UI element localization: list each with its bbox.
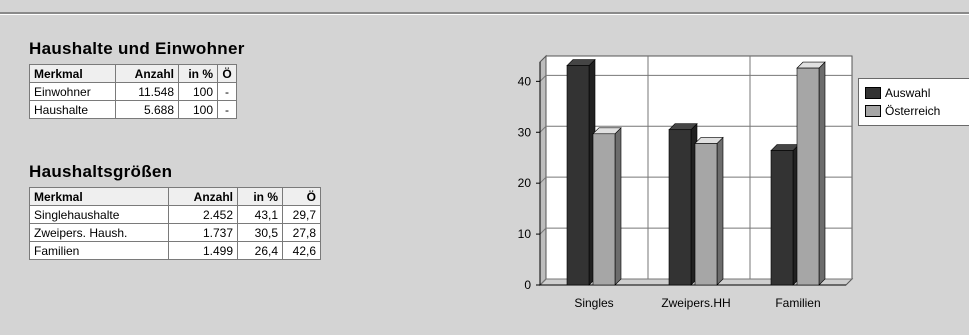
households-title: Haushalte und Einwohner [29, 39, 245, 58]
col-merkmal: Merkmal [29, 187, 169, 206]
cell-percent: 30,5 [237, 223, 283, 242]
table-row: Familien 1.499 26,4 42,6 [29, 241, 321, 260]
bar [796, 67, 820, 286]
cell-anzahl: 1.737 [168, 223, 238, 242]
bar-side [716, 136, 724, 286]
sizes-table: Merkmal Anzahl in % Ö Singlehaushalte 2.… [29, 187, 321, 260]
cell-oe: - [217, 82, 237, 101]
cell-oe: - [217, 100, 237, 119]
bar [668, 129, 692, 286]
cell-percent: 26,4 [237, 241, 283, 260]
x-tick-label: Zweipers.HH [661, 296, 730, 310]
cell-oe: 42,6 [282, 241, 321, 260]
plot-side-wall [539, 54, 547, 287]
x-tick-label: Singles [574, 296, 613, 310]
cell-merkmal: Haushalte [29, 100, 116, 119]
table-row: Singlehaushalte 2.452 43,1 29,7 [29, 205, 321, 224]
cell-oe: 29,7 [282, 205, 321, 224]
bar [592, 133, 616, 286]
cell-merkmal: Singlehaushalte [29, 205, 169, 224]
bar [566, 65, 590, 286]
household-size-chart: 0 10 20 30 40 Singles Zweipers.HH Familien [495, 40, 969, 330]
col-oe: Ö [217, 64, 237, 83]
gridline-diagonal [539, 176, 547, 184]
legend-swatch [865, 87, 881, 99]
col-anzahl: Anzahl [168, 187, 238, 206]
gridline-diagonal [539, 278, 547, 286]
y-tick-label: 0 [524, 278, 531, 292]
top-separator [0, 12, 969, 15]
bar [770, 150, 794, 286]
cell-anzahl: 1.499 [168, 241, 238, 260]
table-row: Zweipers. Haush. 1.737 30,5 27,8 [29, 223, 321, 242]
cell-percent: 100 [178, 100, 218, 119]
gridline-diagonal [539, 125, 547, 133]
cell-percent: 100 [178, 82, 218, 101]
cell-merkmal: Familien [29, 241, 169, 260]
gridline-diagonal [539, 227, 547, 235]
y-tick-label: 10 [518, 227, 532, 241]
bar-side [614, 127, 622, 286]
col-percent: in % [237, 187, 283, 206]
col-merkmal: Merkmal [29, 64, 116, 83]
col-percent: in % [178, 64, 218, 83]
bar-side [818, 61, 826, 286]
gridline-diagonal [539, 74, 547, 82]
table-row: Haushalte 5.688 100 - [29, 100, 237, 119]
legend-swatch [865, 105, 881, 117]
cell-anzahl: 2.452 [168, 205, 238, 224]
chart-legend: Auswahl Österreich [858, 78, 969, 126]
cell-percent: 43,1 [237, 205, 283, 224]
col-anzahl: Anzahl [115, 64, 179, 83]
y-tick-label: 40 [518, 74, 532, 88]
table-row: Einwohner 11.548 100 - [29, 82, 237, 101]
col-oe: Ö [282, 187, 321, 206]
bar [694, 143, 718, 286]
legend-item-oesterreich: Österreich [865, 103, 940, 119]
x-tick-label: Familien [775, 296, 820, 310]
sizes-title: Haushaltsgrößen [29, 162, 173, 181]
cell-merkmal: Einwohner [29, 82, 116, 101]
legend-item-auswahl: Auswahl [865, 85, 930, 101]
y-tick-label: 20 [518, 176, 532, 190]
legend-label: Auswahl [885, 86, 931, 100]
households-table: Merkmal Anzahl in % Ö Einwohner 11.548 1… [29, 64, 237, 119]
cell-oe: 27,8 [282, 223, 321, 242]
cell-anzahl: 11.548 [115, 82, 179, 101]
cell-anzahl: 5.688 [115, 100, 179, 119]
cell-merkmal: Zweipers. Haush. [29, 223, 169, 242]
bar-chart-svg: 0 10 20 30 40 Singles Zweipers.HH Familien [518, 54, 854, 310]
y-tick-label: 30 [518, 125, 532, 139]
legend-label: Österreich [885, 104, 941, 118]
